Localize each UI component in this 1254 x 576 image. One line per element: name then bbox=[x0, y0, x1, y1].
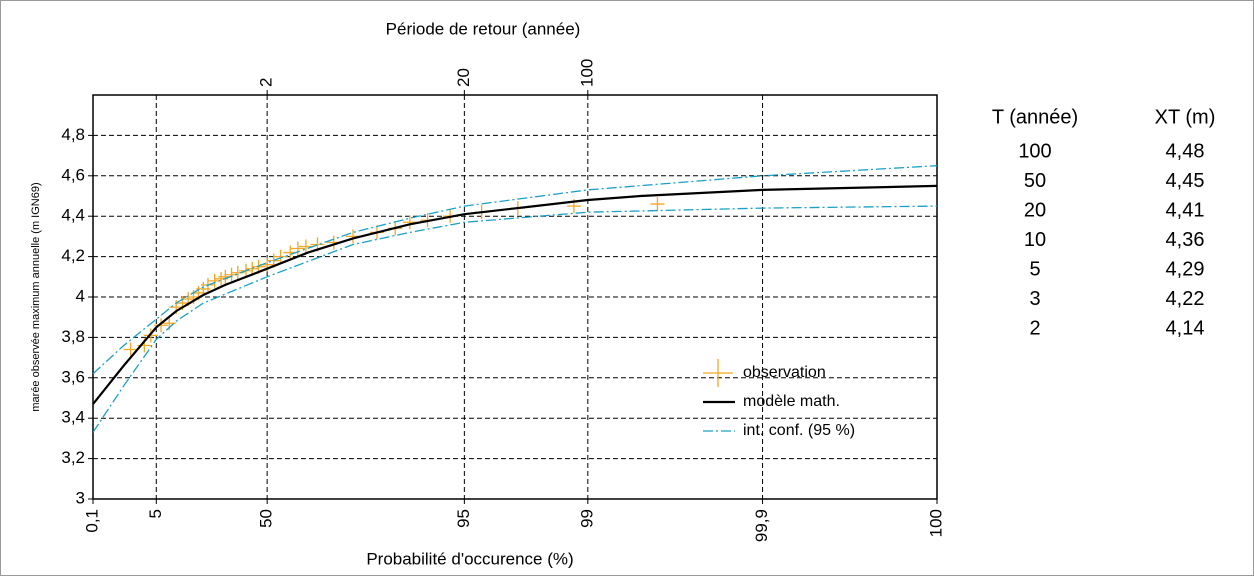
confidence-line bbox=[93, 165, 937, 375]
legend-marker bbox=[703, 359, 733, 387]
y-tick-label: 4,4 bbox=[61, 206, 85, 225]
x-tick-label: 5 bbox=[146, 509, 165, 518]
observation-marker bbox=[402, 215, 417, 230]
observation-marker bbox=[154, 318, 169, 333]
x-tick-label: 0,1 bbox=[82, 509, 101, 533]
observation-marker bbox=[123, 342, 138, 357]
table-cell: 4,29 bbox=[1166, 258, 1205, 280]
y-tick-label: 3 bbox=[76, 488, 85, 507]
y-axis-title: marée observée maximum annuelle (m IGN69… bbox=[30, 182, 42, 411]
observation-marker bbox=[273, 249, 288, 264]
y-tick-label: 4,6 bbox=[61, 165, 85, 184]
table-cell: 100 bbox=[1018, 140, 1051, 162]
x2-tick-label: 100 bbox=[577, 59, 596, 87]
y-tick-label: 3,6 bbox=[61, 367, 85, 386]
legend-label: observation bbox=[743, 364, 826, 381]
observation-marker bbox=[298, 239, 313, 254]
table-cell: 10 bbox=[1024, 229, 1046, 251]
table-header: T (année) bbox=[992, 106, 1078, 128]
table-cell: 50 bbox=[1024, 170, 1046, 192]
plot-area bbox=[93, 165, 937, 433]
table-cell: 4,22 bbox=[1166, 288, 1205, 310]
table-header: XT (m) bbox=[1155, 106, 1216, 128]
observation-marker bbox=[650, 197, 665, 212]
x-tick-label: 99 bbox=[577, 509, 596, 528]
x-tick-label: 50 bbox=[257, 509, 276, 528]
y-tick-label: 3,8 bbox=[61, 327, 85, 346]
y-tick-label: 3,2 bbox=[61, 448, 85, 467]
observation-marker bbox=[230, 265, 245, 280]
observation-marker bbox=[290, 241, 305, 256]
x-tick-label: 95 bbox=[454, 509, 473, 528]
top-axis-title: Période de retour (année) bbox=[386, 19, 581, 38]
legend-label: modèle math. bbox=[743, 393, 840, 410]
x-axis-title: Probabilité d'occurence (%) bbox=[366, 549, 573, 568]
y-tick-label: 4,2 bbox=[61, 246, 85, 265]
table-cell: 20 bbox=[1024, 199, 1046, 221]
x2-tick-label: 2 bbox=[257, 78, 276, 87]
legend-label: int. conf. (95 %) bbox=[743, 422, 855, 439]
table-cell: 4,36 bbox=[1166, 229, 1205, 251]
x-tick-label: 100 bbox=[926, 509, 945, 537]
x-tick-label: 99,9 bbox=[752, 509, 771, 542]
table-cell: 2 bbox=[1029, 317, 1040, 339]
y-tick-label: 4 bbox=[76, 286, 85, 305]
table-cell: 5 bbox=[1029, 258, 1040, 280]
confidence-line bbox=[93, 205, 937, 433]
table-cell: 4,14 bbox=[1166, 317, 1205, 339]
table-cell: 4,48 bbox=[1166, 140, 1205, 162]
table-cell: 4,45 bbox=[1166, 170, 1205, 192]
table-cell: 3 bbox=[1029, 288, 1040, 310]
y-tick-label: 4,8 bbox=[61, 125, 85, 144]
plot-frame bbox=[92, 94, 938, 500]
x2-tick-label: 20 bbox=[454, 68, 473, 87]
model-line bbox=[93, 184, 937, 405]
table-cell: 4,41 bbox=[1166, 199, 1205, 221]
y-tick-label: 3,4 bbox=[61, 408, 85, 427]
